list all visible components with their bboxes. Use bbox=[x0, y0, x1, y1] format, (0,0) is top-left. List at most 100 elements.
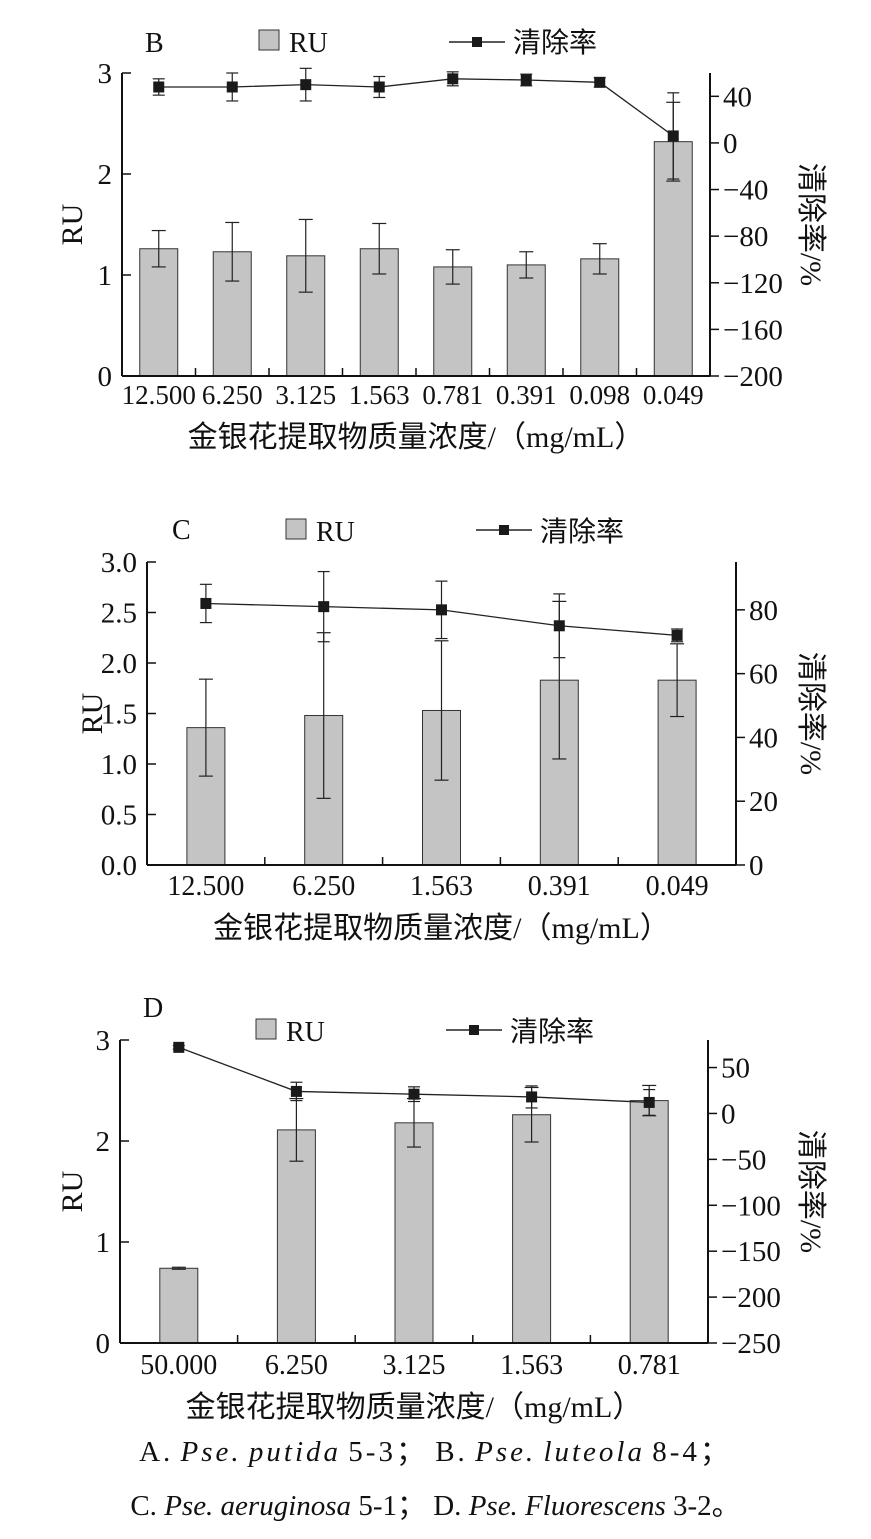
bar bbox=[139, 248, 179, 377]
chart-panel-c: 12.500 6.250 1.563 0.391 0.049 0.0 0.5 1.0 1.5 2.… bbox=[76, 515, 827, 945]
bar-error-bar bbox=[298, 218, 313, 293]
bar-error-bar bbox=[434, 640, 449, 781]
caption-b-species: luteola bbox=[543, 1436, 645, 1468]
x-tick-label: 6.250 bbox=[265, 1350, 328, 1381]
y2-tick-label: 40 bbox=[749, 722, 778, 754]
y-axis-label: RU bbox=[56, 1170, 89, 1212]
y2-tick-label: 0 bbox=[723, 128, 738, 160]
bar-error-bar bbox=[445, 249, 460, 285]
y2-tick-label: 80 bbox=[749, 595, 778, 627]
x-tick-label: 1.563 bbox=[500, 1350, 563, 1381]
y2-tick-label: 50 bbox=[721, 1053, 750, 1085]
y-axis-label: RU bbox=[56, 203, 89, 245]
bar-error-bar bbox=[198, 678, 213, 777]
caption-a-genus: Pse. bbox=[180, 1436, 242, 1468]
y-tick-label: 3 bbox=[98, 58, 113, 90]
x-axis-label: 金银花提取物质量浓度/（mg/mL） bbox=[213, 912, 670, 945]
y2-tick-label: −160 bbox=[723, 314, 783, 346]
caption-c-strain: 5-1； bbox=[358, 1490, 426, 1522]
y2-tick-label: −80 bbox=[723, 221, 768, 253]
legend: RU 清除率 bbox=[285, 516, 624, 548]
y2-tick-label: −50 bbox=[721, 1144, 766, 1176]
caption-b-genus: Pse. bbox=[475, 1436, 537, 1468]
y2-tick-label: −40 bbox=[723, 175, 768, 207]
bar bbox=[657, 679, 697, 866]
bar bbox=[276, 1129, 316, 1344]
x-tick-label: 0.098 bbox=[569, 380, 630, 410]
figure-canvas: 12.500 6.250 3.125 1.563 0.781 0.391 0.098 0.04… bbox=[56, 27, 827, 1424]
bar-error-bar bbox=[372, 222, 387, 275]
rate-point bbox=[290, 1085, 302, 1097]
bar bbox=[512, 1114, 552, 1344]
y-tick-label: 2.5 bbox=[101, 598, 137, 630]
x-tick-label: 0.391 bbox=[528, 871, 591, 902]
y-axis-label: RU bbox=[76, 692, 109, 734]
caption-line-2: C. Pse. aeruginosa 5-1； D. Pse. Fluoresc… bbox=[0, 1482, 871, 1524]
panel-label: C bbox=[172, 515, 191, 546]
rate-point bbox=[671, 629, 683, 641]
x-axis-label: 金银花提取物质量浓度/（mg/mL） bbox=[188, 421, 645, 454]
rate-point bbox=[526, 1091, 538, 1103]
chart-panel-d: 50.000 6.250 3.125 1.563 0.781 0 1 2 3 50 0 −50 −100… bbox=[56, 993, 827, 1424]
legend-swatch-ru bbox=[285, 518, 307, 540]
y2-tick-label: −250 bbox=[721, 1328, 781, 1360]
x-tick-label: 6.250 bbox=[292, 871, 355, 902]
bar-error-bar bbox=[519, 251, 534, 279]
legend-marker-rate bbox=[469, 1025, 479, 1035]
caption-a-strain: 5-3； bbox=[348, 1436, 428, 1468]
rate-point bbox=[408, 1088, 420, 1100]
legend-label-ru: RU bbox=[316, 517, 355, 548]
bar-error-bar bbox=[171, 1266, 186, 1270]
y-tick-label: 1.5 bbox=[101, 699, 137, 731]
y2-tick-label: −200 bbox=[723, 361, 783, 393]
y2-tick-label: 0 bbox=[721, 1098, 736, 1130]
y2-tick-label: 0 bbox=[749, 850, 764, 882]
caption-d-strain: 3-2。 bbox=[672, 1490, 741, 1522]
y2-axis-label: 清除率/% bbox=[794, 1130, 827, 1253]
bar bbox=[394, 1122, 434, 1344]
legend-label-rate: 清除率 bbox=[513, 27, 597, 59]
legend-label-ru: RU bbox=[289, 28, 328, 59]
rate-point bbox=[447, 73, 459, 85]
x-tick-label: 0.781 bbox=[422, 380, 483, 410]
y2-tick-label: −120 bbox=[723, 268, 783, 300]
y-tick-label: 1 bbox=[98, 260, 113, 292]
y-tick-label: 1.0 bbox=[101, 749, 137, 781]
bar bbox=[580, 258, 620, 377]
panel-label: D bbox=[143, 993, 163, 1024]
x-tick-label: 0.049 bbox=[643, 380, 704, 410]
legend-swatch-ru bbox=[258, 29, 280, 51]
rate-point bbox=[173, 1041, 185, 1053]
x-tick-label: 0.391 bbox=[496, 380, 557, 410]
rate-point bbox=[200, 597, 212, 609]
y-tick-label: 3 bbox=[96, 1025, 111, 1057]
y-tick-label: 0 bbox=[98, 361, 113, 393]
y2-tick-label: 20 bbox=[749, 786, 778, 818]
rate-point bbox=[667, 130, 679, 142]
panel-label: B bbox=[145, 28, 164, 59]
caption-b-strain: 8-4； bbox=[652, 1436, 732, 1468]
bar bbox=[506, 264, 546, 377]
x-tick-label: 3.125 bbox=[383, 1350, 446, 1381]
x-tick-label: 0.781 bbox=[618, 1350, 681, 1381]
y-tick-label: 2 bbox=[98, 159, 113, 191]
rate-point bbox=[318, 601, 330, 613]
y-tick-label: 2.0 bbox=[101, 648, 137, 680]
legend-label-ru: RU bbox=[286, 1017, 325, 1048]
x-axis-label: 金银花提取物质量浓度/（mg/mL） bbox=[186, 1391, 643, 1424]
y-tick-label: 0.5 bbox=[101, 800, 137, 832]
rate-point bbox=[553, 620, 565, 632]
legend-label-rate: 清除率 bbox=[510, 1016, 594, 1048]
x-tick-label: 6.250 bbox=[202, 380, 263, 410]
y-tick-label: 0.0 bbox=[101, 850, 137, 882]
caption-a-species: putida bbox=[248, 1436, 342, 1468]
x-tick-label: 3.125 bbox=[275, 380, 336, 410]
x-tick-label: 50.000 bbox=[140, 1350, 217, 1381]
caption-a-label: A. bbox=[139, 1436, 174, 1468]
y2-axis-label: 清除率/% bbox=[794, 652, 827, 775]
rate-point bbox=[643, 1096, 655, 1108]
rate-point bbox=[300, 79, 312, 91]
y-tick-label: 2 bbox=[96, 1126, 111, 1158]
y2-tick-label: 40 bbox=[723, 81, 752, 113]
legend: RU 清除率 bbox=[258, 27, 597, 59]
